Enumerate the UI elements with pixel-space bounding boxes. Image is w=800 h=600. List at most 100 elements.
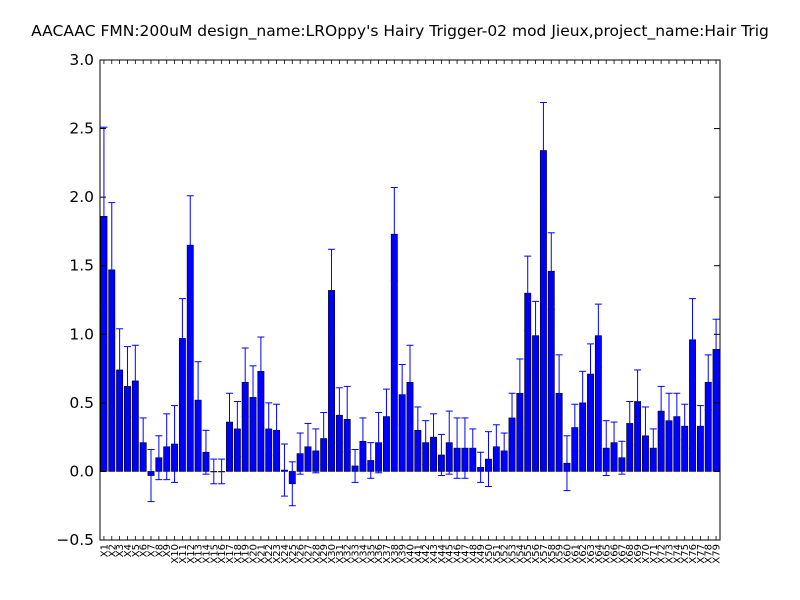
x-tick-label-X32: X32 <box>343 544 354 564</box>
error-bar-X31 <box>335 387 343 444</box>
error-bar-X54 <box>516 358 524 429</box>
x-tick-label-X28: X28 <box>311 544 322 564</box>
x-tick-label-X78: X78 <box>704 544 715 564</box>
error-bar-X70 <box>641 406 649 466</box>
error-bar-X72 <box>657 385 665 437</box>
error-bar-X76 <box>689 298 697 382</box>
x-tick-label-X61: X61 <box>570 544 581 564</box>
bars-layer <box>100 150 720 485</box>
x-tick-label-X46: X46 <box>453 544 464 564</box>
error-bar-X78 <box>704 354 712 411</box>
error-bar-X40 <box>406 344 414 420</box>
error-bar-X24 <box>280 443 288 497</box>
x-tick-label-X65: X65 <box>602 544 613 564</box>
x-tick-label-X26: X26 <box>296 544 307 564</box>
x-tick-label-X47: X47 <box>460 544 471 564</box>
x-tick-label-X41: X41 <box>413 544 424 564</box>
error-bar-X44 <box>437 433 445 477</box>
error-bar-X25 <box>288 461 296 507</box>
x-tick-label-X14: X14 <box>201 544 212 564</box>
error-bar-X39 <box>398 363 406 426</box>
error-bar-X7 <box>147 448 155 503</box>
y-tick-label: 2.5 <box>69 120 94 138</box>
x-tick-label-X76: X76 <box>688 544 699 564</box>
error-bar-X37 <box>382 388 390 445</box>
error-bar-X52 <box>500 432 508 470</box>
y-tick-label: 1.0 <box>69 325 94 343</box>
error-bar-X11 <box>178 298 186 379</box>
x-tick-label-X44: X44 <box>437 544 448 564</box>
x-tick-label-X29: X29 <box>319 544 330 564</box>
x-tick-label-X23: X23 <box>272 544 283 564</box>
error-bar-X66 <box>610 421 618 464</box>
x-tick-label-X45: X45 <box>445 544 456 564</box>
x-tick-label-X75: X75 <box>680 544 691 564</box>
x-tick-label-X63: X63 <box>586 544 597 564</box>
error-bar-X21 <box>257 336 265 407</box>
error-bar-X20 <box>249 365 257 430</box>
x-tick-label-X6: X6 <box>139 544 150 557</box>
x-tick-label-X5: X5 <box>131 544 142 557</box>
x-tick-label-X62: X62 <box>578 544 589 564</box>
error-bar-X71 <box>649 428 657 468</box>
x-tick-label-X38: X38 <box>390 544 401 564</box>
x-tick-label-X69: X69 <box>633 544 644 564</box>
error-bar-X29 <box>320 411 328 466</box>
error-bar-X10 <box>171 405 179 483</box>
error-bar-X22 <box>265 402 273 456</box>
x-tick-label-X71: X71 <box>649 544 660 564</box>
x-tick-label-X33: X33 <box>351 544 362 564</box>
x-tick-label-X25: X25 <box>288 544 299 564</box>
error-bar-X12 <box>186 195 194 296</box>
error-bar-X65 <box>602 420 610 477</box>
y-tick-label: 2.0 <box>69 188 94 206</box>
x-tick-label-X72: X72 <box>657 544 668 564</box>
y-tick-label: 0.5 <box>69 394 94 412</box>
x-tick-label-X11: X11 <box>178 544 189 564</box>
error-bar-X42 <box>422 420 430 466</box>
x-tick-label-X16: X16 <box>217 544 228 564</box>
x-tick-label-X37: X37 <box>382 544 393 564</box>
x-tick-label-X66: X66 <box>610 544 621 564</box>
error-bar-X33 <box>351 448 359 483</box>
x-tick-label-X19: X19 <box>241 544 252 564</box>
error-bar-X56 <box>532 300 540 371</box>
x-tick-label-X56: X56 <box>531 544 542 564</box>
x-tick-label-X35: X35 <box>366 544 377 564</box>
error-bar-X1 <box>100 126 108 306</box>
error-bar-X68 <box>626 400 634 446</box>
error-bar-X57 <box>539 102 547 200</box>
error-bar-X30 <box>328 248 336 333</box>
x-tick-label-X3: X3 <box>115 544 126 557</box>
error-bar-X6 <box>139 417 147 468</box>
x-tick-label-X4: X4 <box>123 544 134 557</box>
x-tick-label-X22: X22 <box>264 544 275 564</box>
error-bar-X15 <box>210 458 218 485</box>
x-tick-label-X53: X53 <box>508 544 519 564</box>
x-tick-label-X50: X50 <box>484 544 495 564</box>
error-bar-X67 <box>618 440 626 475</box>
x-axis: X1X2X3X4X5X6X7X8X9X10X11X12X13X14X15X16X… <box>99 60 723 564</box>
x-tick-label-X31: X31 <box>335 544 346 564</box>
x-tick-label-X10: X10 <box>170 544 181 564</box>
x-tick-label-X42: X42 <box>421 544 432 564</box>
error-bar-X17 <box>225 392 233 452</box>
x-tick-label-X21: X21 <box>256 544 267 564</box>
error-bar-X51 <box>492 424 500 470</box>
error-bars-layer <box>100 102 720 507</box>
error-bar-X16 <box>218 458 226 485</box>
x-tick-label-X73: X73 <box>664 544 675 564</box>
error-bar-X77 <box>696 405 704 448</box>
x-tick-label-X54: X54 <box>515 544 526 564</box>
x-tick-label-X36: X36 <box>374 544 385 564</box>
x-tick-label-X74: X74 <box>672 544 683 564</box>
error-bar-X63 <box>587 343 595 405</box>
error-bar-X2 <box>108 202 116 338</box>
chart-title: AACAAC FMN:200uM design_name:LROppy's Ha… <box>31 22 769 41</box>
error-bar-X41 <box>414 406 422 455</box>
error-bar-X62 <box>579 370 587 435</box>
x-tick-label-X51: X51 <box>492 544 503 564</box>
x-tick-label-X43: X43 <box>429 544 440 564</box>
error-bar-X14 <box>202 429 210 475</box>
x-tick-label-X52: X52 <box>500 544 511 564</box>
